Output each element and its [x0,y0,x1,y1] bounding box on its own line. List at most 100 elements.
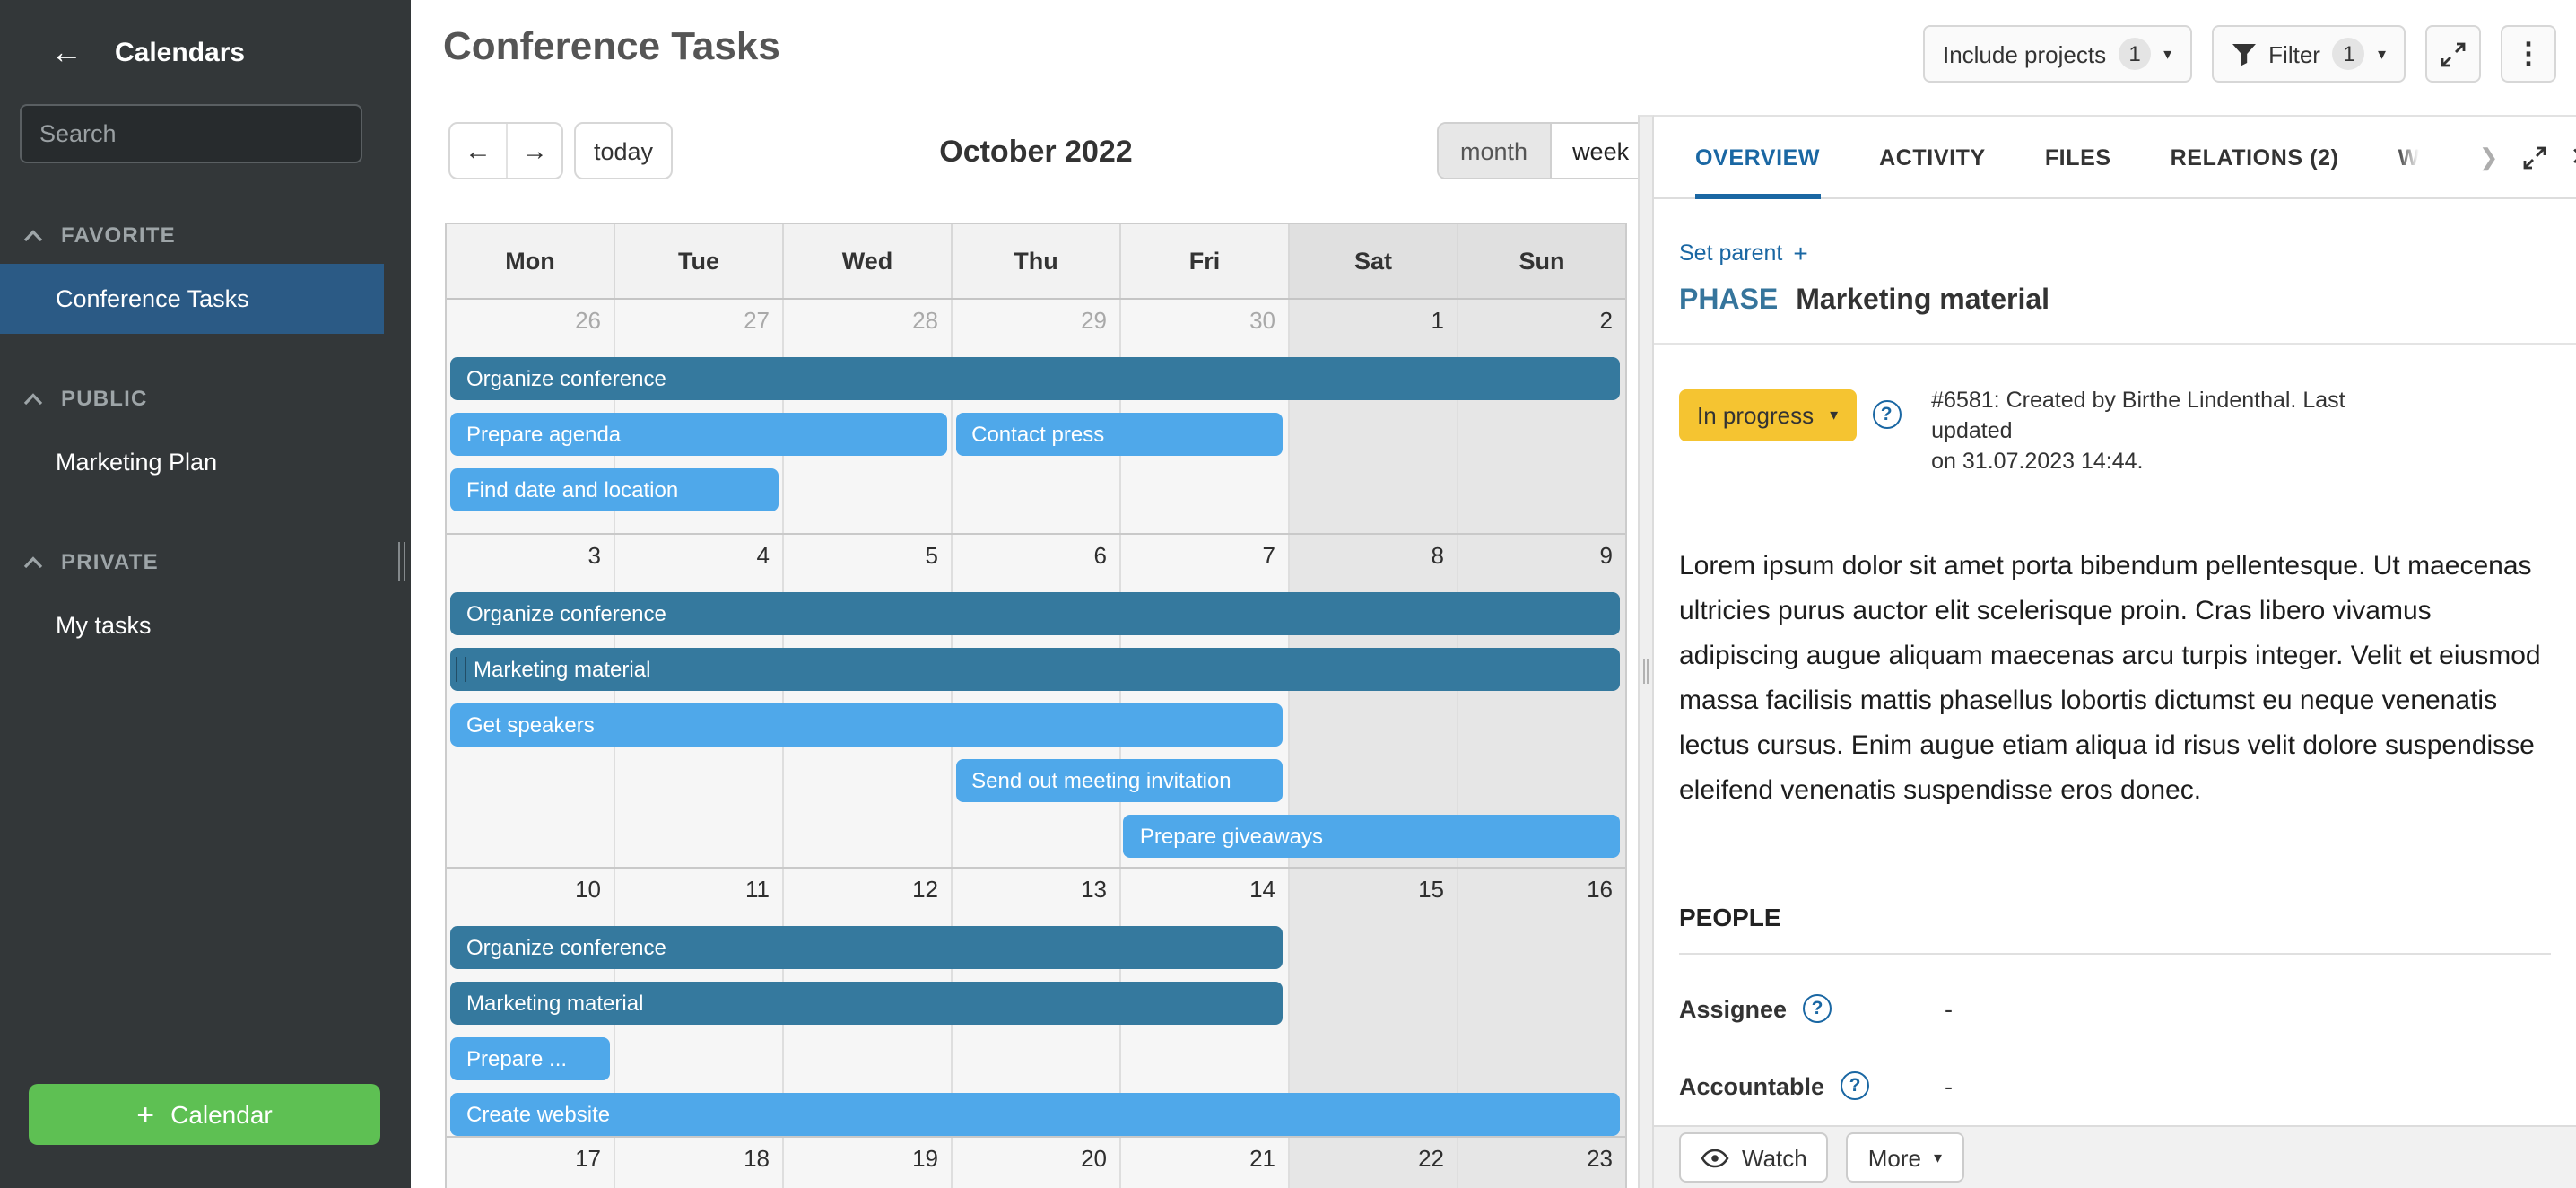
topbar: Conference Tasks Include projects 1 ▾ Fi… [411,0,2576,115]
task-bar-prepare-giveaways[interactable]: Prepare giveaways [1123,815,1620,858]
pane-resize-handle[interactable] [1643,659,1649,684]
next-month-button[interactable]: → [506,124,561,178]
task-bar-create-website[interactable]: Create website [450,1093,1620,1136]
field-label-group: Accountable? [1679,1071,1945,1100]
field-help-icon[interactable]: ? [1803,994,1832,1023]
caret-down-icon: ▾ [1830,406,1839,424]
task-bar-marketing-material[interactable]: Marketing material [450,648,1620,691]
sidebar-item-conference-tasks[interactable]: Conference Tasks [0,264,384,334]
status-dropdown[interactable]: In progress ▾ [1679,389,1857,441]
watch-button[interactable]: Watch [1679,1132,1829,1183]
day-cell-6[interactable]: 6 [951,535,1119,867]
day-number: 30 [1249,307,1275,334]
sidebar-item-marketing-plan[interactable]: Marketing Plan [56,449,218,476]
work-package-heading: PHASE Marketing material [1679,285,2551,318]
plus-icon: + [1793,239,1808,267]
task-bar-contact-press[interactable]: Contact press [955,413,1284,456]
tab-files[interactable]: FILES [2044,144,2111,170]
view-month-button[interactable]: month [1439,124,1552,178]
field-value[interactable]: - [1945,995,1953,1022]
task-bar-prepare[interactable]: Prepare ... [450,1037,610,1080]
section-header-favorite[interactable]: FAVORITE [0,208,411,264]
tab-activity[interactable]: ACTIVITY [1879,144,1986,170]
day-number: 8 [1431,542,1444,569]
view-week-button[interactable]: week [1572,137,1630,164]
day-cell-9[interactable]: 9 [1457,535,1625,867]
field-row-assignee: Assignee? - [1679,985,2551,1032]
people-fields: Assignee? - Accountable? - [1679,985,2551,1109]
day-cell-16[interactable]: 16 [1457,869,1625,1136]
divider-line [1679,953,2551,955]
task-bar-organize-conference[interactable]: Organize conference [450,357,1620,400]
more-menu-button[interactable]: ⋮ [2501,25,2556,83]
day-cell-7[interactable]: 7 [1119,535,1288,867]
day-cell-20[interactable]: 20 [951,1138,1119,1188]
tab-relations-2[interactable]: RELATIONS (2) [2170,144,2339,170]
calendar-week-row: 26 27 28 29 30 1 2 Organize conference Prepare a… [447,300,1625,535]
set-parent-link[interactable]: Set parent + [1679,239,1808,267]
task-bar-marketing-material[interactable]: Marketing material [450,982,1284,1025]
kebab-icon: ⋮ [2514,39,2543,70]
field-value[interactable]: - [1945,1072,1953,1099]
weekday-header-thu: Thu [951,224,1119,298]
task-bar-get-speakers[interactable]: Get speakers [450,703,1284,747]
sidebar-section-private: PRIVATE My tasks [0,535,411,660]
day-cell-4[interactable]: 4 [614,535,782,867]
task-bar-organize-conference[interactable]: Organize conference [450,592,1620,635]
task-bar-organize-conference[interactable]: Organize conference [450,926,1284,969]
day-cell-2[interactable]: 2 [1457,300,1625,533]
weekday-header-fri: Fri [1119,224,1288,298]
work-package-title[interactable]: Marketing material [1796,285,2050,316]
tab-overview[interactable]: OVERVIEW [1695,116,1820,198]
panel-close-icon[interactable]: ✕ [2571,142,2576,172]
day-cell-5[interactable]: 5 [782,535,951,867]
weekday-header-mon: Mon [447,224,614,298]
sidebar-title: Calendars [115,37,246,67]
day-cell-1[interactable]: 1 [1288,300,1457,533]
section-header-public[interactable]: PUBLIC [0,371,411,427]
fullscreen-button[interactable] [2425,25,2481,83]
section-header-private[interactable]: PRIVATE [0,535,411,590]
task-bar-find-date-and-location[interactable]: Find date and location [450,468,779,511]
sidebar-search [20,104,362,163]
sidebar-section-favorite: FAVORITE Conference Tasks [0,208,411,334]
task-bar-send-out-meeting-invitation[interactable]: Send out meeting invitation [955,759,1284,802]
more-dropdown-button[interactable]: More ▾ [1846,1132,1964,1183]
work-package-description[interactable]: Lorem ipsum dolor sit amet porta bibendu… [1679,551,2541,806]
include-projects-button[interactable]: Include projects 1 ▾ [1922,25,2192,83]
pane-divider[interactable] [1638,115,1654,1188]
calendar-month-title: October 2022 [939,135,1133,169]
today-button[interactable]: today [574,122,673,179]
day-cell-18[interactable]: 18 [614,1138,782,1188]
weekday-header-sun: Sun [1457,224,1625,298]
day-cell-23[interactable]: 23 [1457,1138,1625,1188]
status-help-icon[interactable]: ? [1872,400,1902,429]
day-cell-21[interactable]: 21 [1119,1138,1288,1188]
sidebar-item-my-tasks[interactable]: My tasks [56,612,152,639]
tab-w[interactable]: W [2398,116,2420,198]
day-number: 29 [1081,307,1107,334]
day-cell-22[interactable]: 22 [1288,1138,1457,1188]
back-arrow-icon[interactable]: ← [50,34,83,70]
panel-expand-icon[interactable] [2522,144,2547,170]
caret-down-icon: ▾ [2377,44,2386,62]
field-help-icon[interactable]: ? [1841,1071,1870,1100]
day-cell-17[interactable]: 17 [447,1138,614,1188]
day-cell-3[interactable]: 3 [447,535,614,867]
calendar-weeks: 26 27 28 29 30 1 2 Organize conference Prepare a… [447,300,1625,1188]
day-cell-15[interactable]: 15 [1288,869,1457,1136]
add-calendar-button[interactable]: + Calendar [29,1084,380,1145]
day-cell-8[interactable]: 8 [1288,535,1457,867]
task-bar-prepare-agenda[interactable]: Prepare agenda [450,413,947,456]
filter-button[interactable]: Filter 1 ▾ [2211,25,2406,83]
sidebar-resize-handle[interactable] [398,542,405,581]
search-input[interactable] [39,120,357,147]
panel-body: Set parent + PHASE Marketing material In … [1654,199,2576,1109]
weekday-header-tue: Tue [614,224,782,298]
tabs-scroll-right-icon[interactable]: ❯ [2478,143,2499,170]
prev-month-button[interactable]: ← [465,135,492,166]
work-package-type[interactable]: PHASE [1679,285,1779,316]
tab-list: OVERVIEW ACTIVITY FILES RELATIONS (2) W [1695,116,2420,198]
day-cell-19[interactable]: 19 [782,1138,951,1188]
status-label: In progress [1697,402,1815,429]
